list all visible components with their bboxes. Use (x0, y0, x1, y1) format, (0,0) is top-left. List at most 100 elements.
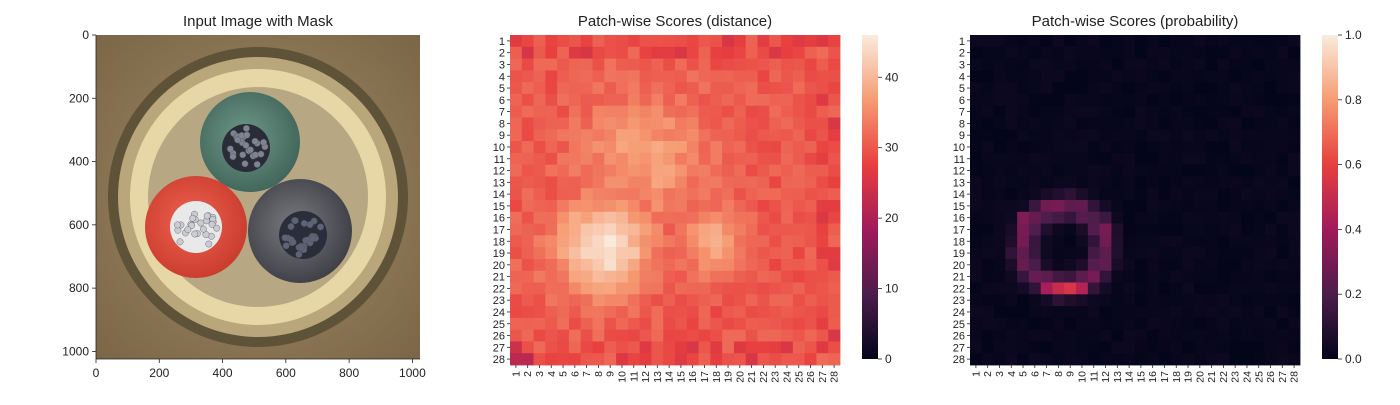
heatmap-cell (769, 211, 782, 224)
heatmap-cell (1288, 282, 1301, 295)
heatmap-cell (651, 247, 664, 260)
heatmap-cell (1005, 270, 1018, 283)
heatmap-cell (545, 317, 558, 331)
heatmap-cell (639, 223, 652, 236)
row-label: 2 (499, 48, 505, 60)
heatmap-cell (510, 141, 523, 154)
row-label: 21 (953, 272, 965, 284)
heatmap-cell (1099, 341, 1112, 354)
heatmap-cell (1182, 35, 1195, 48)
heatmap-cell (1182, 176, 1195, 189)
heatmap-cell (533, 129, 546, 142)
heatmap-cell (804, 200, 817, 213)
heatmap-cell (745, 93, 758, 107)
heatmap-cell (639, 235, 652, 248)
heatmap-cell (568, 93, 582, 107)
heatmap-cell (1193, 223, 1207, 236)
heatmap-cell (781, 82, 794, 95)
heatmap-cell (639, 141, 652, 154)
heatmap-cell (592, 235, 605, 248)
heatmap-cell (1040, 176, 1053, 189)
heatmap-cell (1123, 93, 1136, 107)
col-label: 13 (652, 371, 664, 383)
distance-heatmap-cells (510, 35, 841, 366)
heatmap-cell (1241, 35, 1254, 48)
heatmap-cell (1264, 93, 1277, 107)
heatmap-cell (698, 46, 711, 59)
heatmap-cell (781, 282, 794, 295)
heatmap-cell (1217, 282, 1230, 295)
heatmap-cell (1158, 117, 1171, 130)
heatmap-cell (816, 211, 829, 224)
heatmap-cell (639, 341, 652, 354)
heatmap-cell (1040, 258, 1053, 272)
heatmap-cell (1170, 353, 1183, 366)
col-label: 10 (1076, 371, 1088, 383)
heatmap-cell (557, 200, 570, 213)
heatmap-cell (1146, 200, 1159, 213)
heatmap-cell (533, 282, 546, 295)
heatmap-cell (675, 129, 688, 142)
heatmap-cell (1087, 188, 1101, 201)
heatmap-cell (698, 247, 711, 260)
heatmap-cell (1099, 93, 1112, 107)
heatmap-cell (993, 258, 1006, 272)
heatmap-cell (828, 35, 841, 48)
heatmap-cell (663, 294, 676, 307)
heatmap-cell (580, 282, 593, 295)
heatmap-cell (757, 306, 770, 319)
heatmap-cell (1288, 258, 1301, 272)
heatmap-cell (745, 117, 758, 130)
heatmap-cell (639, 200, 652, 213)
heatmap-cell (1040, 46, 1053, 59)
heatmap-cell (1170, 58, 1183, 71)
heatmap-cell (1241, 164, 1254, 177)
heatmap-cell (1076, 258, 1089, 272)
heatmap-cell (816, 223, 829, 236)
heatmap-cell (545, 223, 558, 236)
heatmap-cell (1252, 247, 1266, 260)
heatmap-cell (1123, 353, 1136, 366)
heatmap-cell (1099, 235, 1112, 248)
heatmap-cell (616, 247, 629, 260)
heatmap-cell (745, 105, 758, 118)
heatmap-cell (1229, 105, 1242, 118)
heatmap-cell (568, 188, 582, 201)
heatmap-cell (510, 164, 523, 177)
heatmap-cell (1028, 247, 1042, 260)
heatmap-cell (1076, 70, 1089, 83)
heatmap-cell (757, 129, 770, 142)
heatmap-cell (1288, 70, 1301, 83)
heatmap-cell (1205, 164, 1218, 177)
heatmap-cell (1182, 235, 1195, 248)
heatmap-cell (1229, 306, 1242, 319)
heatmap-cell (1099, 117, 1112, 130)
heatmap-cell (698, 141, 711, 154)
heatmap-cell (1099, 247, 1112, 260)
row-label: 14 (953, 189, 965, 201)
col-label: 4 (546, 371, 558, 377)
heatmap-cell (651, 223, 664, 236)
heatmap-cell (1288, 164, 1301, 177)
heatmap-cell (1158, 353, 1171, 366)
heatmap-cell (993, 294, 1006, 307)
heatmap-cell (675, 35, 688, 48)
heatmap-cell (804, 141, 817, 154)
heatmap-cell (1264, 58, 1277, 71)
heatmap-cell (533, 188, 546, 201)
heatmap-cell (686, 223, 699, 236)
heatmap-cell (1276, 317, 1289, 331)
heatmap-cell (616, 235, 629, 248)
heatmap-cell (757, 176, 770, 189)
heatmap-cell (1087, 282, 1101, 295)
heatmap-cell (1229, 329, 1242, 342)
heatmap-cell (1017, 200, 1030, 213)
col-label: 14 (1124, 371, 1136, 383)
heatmap-cell (769, 247, 782, 260)
heatmap-cell (757, 141, 770, 154)
heatmap-cell (1005, 235, 1018, 248)
heatmap-cell (828, 211, 841, 224)
heatmap-cell (616, 306, 629, 319)
row-label: 10 (493, 142, 505, 154)
heatmap-cell (1170, 35, 1183, 48)
